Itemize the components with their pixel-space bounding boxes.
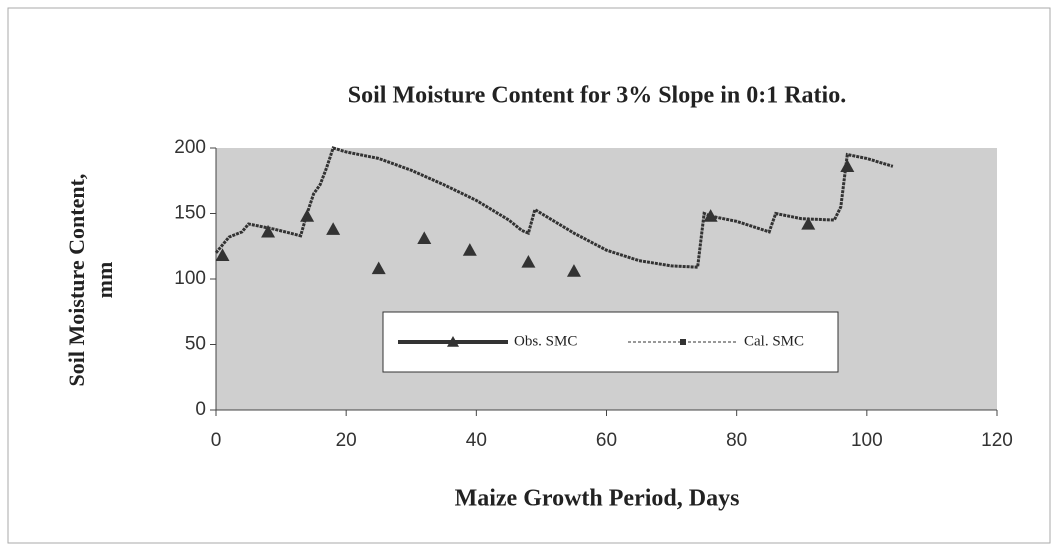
x-tick-label: 120 — [981, 430, 1013, 451]
legend-marker — [680, 339, 686, 345]
obs-marker — [840, 159, 855, 172]
y-tick-label: 50 — [185, 334, 206, 355]
obs-marker — [462, 243, 477, 256]
obs-marker — [417, 231, 432, 244]
x-tick-label: 60 — [596, 430, 617, 451]
legend-label: Cal. SMC — [744, 333, 804, 349]
y-tick-label: 0 — [195, 399, 206, 420]
obs-marker — [300, 209, 315, 222]
y-tick-label: 200 — [174, 137, 206, 158]
x-tick-label: 0 — [211, 430, 222, 451]
x-tick-label: 40 — [466, 430, 487, 451]
y-tick-label: 150 — [174, 203, 206, 224]
y-tick-label: 100 — [174, 268, 206, 289]
obs-marker — [801, 216, 816, 230]
x-tick-label: 80 — [726, 430, 747, 451]
obs-marker — [521, 254, 536, 268]
legend-marker — [447, 336, 459, 347]
frame — [7, 7, 1051, 544]
obs-marker — [371, 261, 386, 275]
obs-marker — [215, 248, 230, 262]
obs-marker — [703, 209, 718, 222]
obs-marker — [566, 264, 581, 277]
cal-line — [214, 146, 894, 269]
legend-label: Obs. SMC — [514, 333, 577, 349]
x-tick-label: 100 — [851, 430, 883, 451]
x-tick-label: 20 — [336, 430, 357, 451]
obs-marker — [326, 222, 341, 235]
y-axis-label: Soil Moisture Content, mm — [64, 173, 117, 387]
y-axis-label-box: Soil Moisture Content, mm — [64, 173, 117, 387]
x-axis-label: Maize Growth Period, Days — [455, 486, 740, 512]
chart-title: Soil Moisture Content for 3% Slope in 0:… — [348, 83, 846, 109]
obs-marker — [261, 224, 276, 238]
